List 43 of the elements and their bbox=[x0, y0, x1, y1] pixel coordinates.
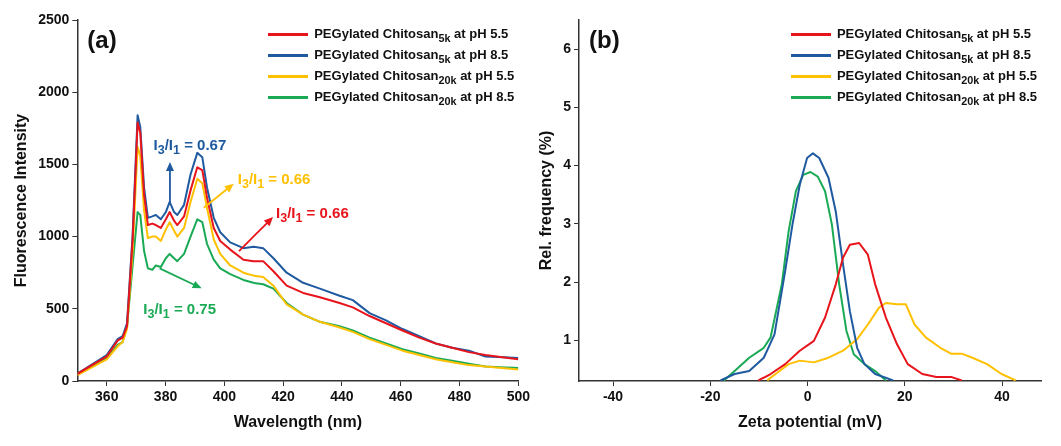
y-tick-label: 6 bbox=[563, 39, 572, 56]
x-tick-label: -20 bbox=[700, 388, 721, 405]
legend-label: PEGylated Chitosan$_{5k}$ at pH 5.5 bbox=[314, 25, 509, 44]
y-tick-label: 1 bbox=[563, 331, 572, 348]
y-axis-title: Fluorescence Intensity bbox=[12, 113, 30, 288]
x-tick-label: 380 bbox=[153, 388, 178, 405]
legend-label: PEGylated Chitosan$_{5k}$ at pH 8.5 bbox=[836, 46, 1031, 65]
y-tick-label: 500 bbox=[45, 299, 70, 316]
x-tick-label: 440 bbox=[330, 388, 354, 405]
y-tick-label: 3 bbox=[563, 214, 572, 231]
legend-label: PEGylated Chitosan$_{20k}$ at pH 8.5 bbox=[836, 88, 1037, 107]
x-axis-title: Wavelength (nm) bbox=[233, 412, 362, 430]
legend-label: PEGylated Chitosan$_{20k}$ at pH 5.5 bbox=[836, 67, 1037, 86]
annotation: I$_{3}$/I$_{1}$ = 0.75 bbox=[143, 299, 217, 321]
y-tick-label: 1000 bbox=[38, 227, 70, 244]
x-tick-label: 20 bbox=[897, 388, 913, 405]
annotation: I$_{3}$/I$_{1}$ = 0.66 bbox=[276, 203, 349, 225]
x-tick-label: -40 bbox=[602, 388, 624, 405]
y-tick-label: 2000 bbox=[38, 83, 70, 100]
annotation: I$_{3}$/I$_{1}$ = 0.66 bbox=[237, 169, 311, 191]
y-tick-label: 1500 bbox=[38, 155, 70, 172]
x-tick-label: 500 bbox=[506, 388, 531, 405]
y-tick-label: 4 bbox=[563, 156, 572, 173]
x-tick-label: 360 bbox=[95, 388, 119, 405]
x-tick-label: 480 bbox=[447, 388, 472, 405]
x-tick-label: 460 bbox=[389, 388, 413, 405]
y-tick-label: 0 bbox=[61, 371, 70, 388]
x-axis-title: Zeta potential (mV) bbox=[737, 412, 882, 430]
annotation: (b) bbox=[588, 26, 620, 54]
annotation: I$_{3}$/I$_{1}$ = 0.67 bbox=[153, 135, 227, 157]
legend-label: PEGylated Chitosan$_{5k}$ at pH 5.5 bbox=[836, 25, 1031, 44]
legend-label: PEGylated Chitosan$_{20k}$ at pH 8.5 bbox=[314, 88, 515, 107]
y-tick-label: 5 bbox=[563, 98, 572, 115]
y-tick-label: 2500 bbox=[38, 10, 70, 27]
x-tick-label: 400 bbox=[212, 388, 237, 405]
x-tick-label: 40 bbox=[994, 388, 1011, 405]
x-tick-label: 0 bbox=[803, 388, 812, 405]
x-tick-label: 420 bbox=[271, 388, 296, 405]
legend-label: PEGylated Chitosan$_{20k}$ at pH 5.5 bbox=[314, 67, 515, 86]
y-tick-label: 2 bbox=[563, 272, 572, 289]
legend-label: PEGylated Chitosan$_{5k}$ at pH 8.5 bbox=[314, 46, 509, 65]
annotation: (a) bbox=[87, 26, 117, 54]
y-axis-title: Rel. frequency (%) bbox=[537, 130, 555, 271]
